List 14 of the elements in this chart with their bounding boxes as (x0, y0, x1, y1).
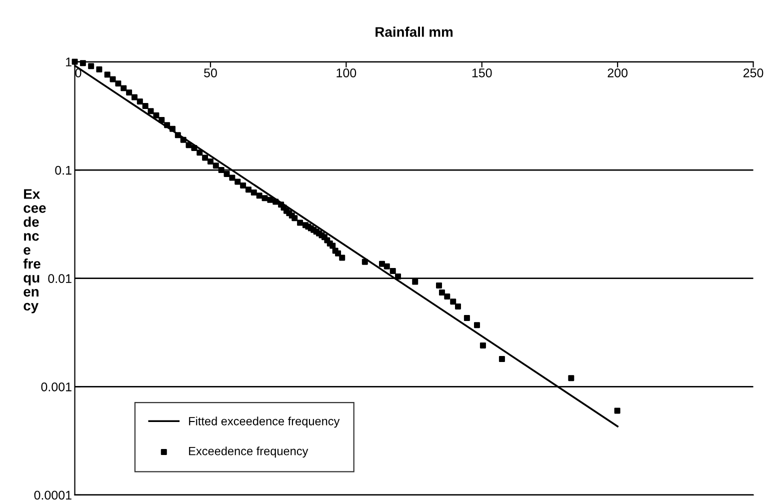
x-tick-label: 50 (204, 68, 217, 78)
y-tick-label: 0.001 (41, 382, 72, 392)
text: Ex cee de nc e fre qu en cy (23, 189, 46, 314)
y-tick-label: 1 (66, 58, 72, 66)
x-tick-label: 150 (472, 68, 492, 78)
y-tick-label: 0.1 (55, 166, 72, 175)
x-tick-label: 200 (608, 68, 628, 78)
x-tick-label: 250 (743, 68, 764, 78)
x-axis-title: Rainfall mm (376, 26, 453, 37)
legend-label: Exceedence frequency (189, 446, 308, 458)
x-tick-label: 100 (336, 68, 356, 78)
legend-label: Fitted exceedence frequency (189, 416, 340, 428)
y-tick-label: 0.0001 (34, 490, 72, 500)
y-tick-label: 0.01 (48, 274, 72, 284)
